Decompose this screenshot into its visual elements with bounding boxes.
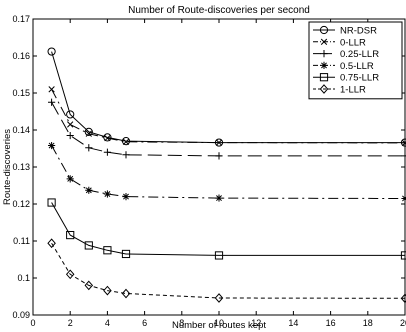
data-point xyxy=(121,249,131,259)
data-point xyxy=(66,175,74,183)
x-tick-label: 4 xyxy=(105,318,110,328)
legend-label: NR-DSR xyxy=(340,26,377,37)
legend-label: 0-LLR xyxy=(340,37,366,48)
y-tick-label: 0.1 xyxy=(17,273,30,283)
legend-entry: 0.75-LLR xyxy=(313,73,379,84)
data-point xyxy=(103,190,111,198)
legend-marker xyxy=(320,50,328,58)
data-point xyxy=(85,130,92,137)
y-tick-label: 0.16 xyxy=(12,51,30,61)
data-point xyxy=(400,251,406,260)
data-point xyxy=(84,127,93,136)
data-point xyxy=(104,134,111,142)
data-point xyxy=(48,98,56,106)
legend-box xyxy=(308,21,403,100)
data-point xyxy=(121,288,131,299)
legend-label: 0.25-LLR xyxy=(340,49,379,60)
data-point xyxy=(214,251,224,260)
series-0-75-llr xyxy=(47,198,406,260)
data-point xyxy=(401,194,406,203)
data-point xyxy=(103,133,112,142)
data-point xyxy=(66,230,75,240)
data-point xyxy=(214,293,224,303)
legend-entry: 0.5-LLR xyxy=(313,61,374,72)
x-tick-label: 10 xyxy=(214,318,224,328)
y-tick-label: 0.15 xyxy=(12,88,30,98)
series-0-25-llr xyxy=(48,98,406,160)
legend-entry: 1-LLR xyxy=(313,84,366,96)
data-point xyxy=(84,280,94,291)
y-tick-label: 0.09 xyxy=(12,310,30,320)
data-point xyxy=(67,121,74,128)
chart-title: Number of Route-discoveries per second xyxy=(128,5,310,16)
legend-label: 1-LLR xyxy=(340,85,366,96)
data-point xyxy=(47,47,56,56)
data-point xyxy=(84,241,93,250)
x-tick-label: 12 xyxy=(251,318,261,328)
data-point xyxy=(122,138,130,145)
y-tick-label: 0.11 xyxy=(13,236,30,246)
legend-marker xyxy=(320,61,328,69)
data-point xyxy=(103,285,112,296)
axis-ticks: 0 2 4 6 8 10 12 14 16 18 20 0.09 0.1 0.11 0.12 0.13 0.14… xyxy=(12,14,406,328)
data-point xyxy=(401,152,406,160)
series-0-5-llr xyxy=(48,141,406,203)
data-point xyxy=(48,141,56,150)
y-tick-label: 0.13 xyxy=(12,162,30,172)
legend-entry: NR-DSR xyxy=(313,26,377,37)
data-point xyxy=(215,139,223,146)
data-point xyxy=(215,194,223,202)
x-tick-label: 6 xyxy=(142,318,147,328)
data-point xyxy=(122,193,130,201)
series-1-llr xyxy=(47,238,406,304)
data-point xyxy=(66,110,75,119)
x-axis-label: Number of routes kept xyxy=(172,320,266,331)
data-point xyxy=(103,246,112,255)
data-point xyxy=(47,238,56,249)
data-point xyxy=(400,293,406,304)
legend-label: 0.75-LLR xyxy=(340,73,379,84)
data-point xyxy=(85,186,93,194)
data-point xyxy=(48,86,55,93)
series-line xyxy=(51,202,405,256)
legend-marker xyxy=(319,84,329,94)
legend-entry: 0.25-LLR xyxy=(313,49,379,60)
data-point xyxy=(47,198,56,207)
x-tick-label: 18 xyxy=(363,318,373,328)
y-tick-label: 0.14 xyxy=(12,125,30,135)
series-layer xyxy=(47,47,406,304)
y-tick-label: 0.12 xyxy=(12,199,30,209)
data-point xyxy=(401,139,406,147)
y-axis-label: Route-discoveries xyxy=(2,129,13,205)
x-tick-label: 0 xyxy=(30,318,35,328)
data-point xyxy=(122,151,130,159)
x-tick-label: 20 xyxy=(400,318,406,328)
x-tick-label: 16 xyxy=(326,318,336,328)
x-tick-label: 2 xyxy=(68,318,73,328)
data-point xyxy=(103,148,111,156)
y-tick-label: 0.17 xyxy=(12,14,30,24)
x-tick-label: 14 xyxy=(288,318,298,328)
series-line xyxy=(51,242,406,299)
data-point xyxy=(66,131,74,140)
legend-entry: 0-LLR xyxy=(313,37,366,48)
data-point xyxy=(85,144,93,152)
x-tick-label: 8 xyxy=(179,318,184,328)
data-point xyxy=(215,152,223,160)
legend-marker xyxy=(319,25,329,35)
series-0-llr xyxy=(48,86,406,147)
legend-label: 0.5-LLR xyxy=(340,61,374,72)
legend-marker xyxy=(319,73,329,82)
legend-marker xyxy=(320,38,328,45)
data-point xyxy=(65,269,75,280)
